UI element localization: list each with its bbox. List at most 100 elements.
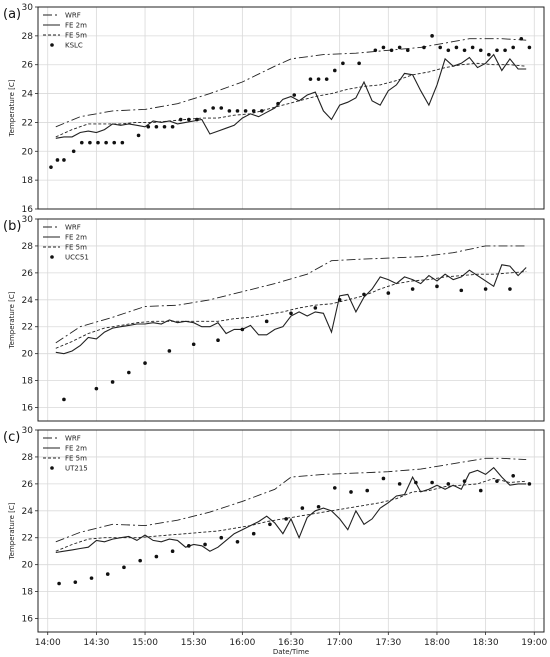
data-point [292,93,297,97]
data-point [138,558,142,563]
y-axis-label: Temperature [C] [8,502,16,560]
y-tick-label: 16 [22,205,34,215]
y-tick-label: 30 [22,3,34,13]
x-axis-label: Date/Time [273,648,309,656]
x-tick-label: 16:30 [278,638,304,648]
data-point [422,45,426,50]
legend-label: UCC51 [65,254,89,262]
y-tick-label: 26 [22,269,34,279]
data-point [57,581,61,586]
x-tick-label: 14:30 [83,638,109,648]
data-point [349,490,353,494]
data-point [120,140,125,145]
data-point [316,504,321,509]
data-point [365,488,370,493]
data-point [381,45,386,50]
data-point [313,306,318,310]
data-point [519,36,524,41]
series-line-WRF [55,38,527,128]
panel-b: 16 18 20 22 24 26 28 30 Temperature [C] (b) WRF FE … [3,215,545,422]
y-tick-label: 18 [22,176,34,186]
series-UT215 [57,473,532,586]
y-axis-label: Temperature [C] [8,79,16,137]
legend-marker [50,255,54,259]
data-point [289,311,293,316]
data-point [508,287,512,291]
data-point [122,565,126,570]
data-point [337,298,342,302]
data-point [300,506,305,510]
x-tick-label: 14:00 [35,638,61,648]
data-point [341,61,345,66]
data-point [211,106,215,110]
data-point [203,542,207,547]
x-tick-label: 15:00 [132,638,158,648]
legend-label: KSLC [65,42,83,50]
data-point [324,77,329,81]
data-point [240,327,245,332]
data-point [251,109,256,113]
series-line-FE-2m [55,53,527,139]
data-point [478,48,483,53]
data-point [495,48,499,53]
data-point [483,287,488,291]
data-point [191,342,196,347]
data-point [284,517,288,521]
data-point [264,319,269,324]
data-point [112,140,117,145]
data-point [446,482,451,486]
data-point [459,288,464,293]
series-line-WRF [55,245,527,344]
data-point [435,284,439,289]
data-point [146,124,151,129]
data-point [187,117,191,122]
data-point [260,109,264,113]
plot-frame [37,218,545,422]
data-point [316,77,321,81]
data-point [195,117,199,122]
legend-label: FE 2m [65,22,87,30]
legend-label: FE 5m [65,32,87,40]
data-point [178,117,183,122]
data-point [527,482,532,486]
legend: WRF FE 2m FE 5m KSLC [43,12,87,50]
series-line-WRF [55,457,527,543]
data-point [454,45,459,50]
data-point [386,291,391,295]
data-point [89,576,94,580]
y-tick-label: 28 [22,32,34,42]
data-point [62,397,66,402]
y-tick-label: 22 [22,323,33,333]
data-point [79,140,84,145]
y-tick-label: 18 [22,588,34,598]
x-tick-label: 18:00 [424,638,450,648]
legend: WRF FE 2m FE 5m UT215 [43,435,88,473]
data-point [462,479,467,483]
data-point [251,531,256,536]
panel-c: 16 18 20 22 24 26 28 30 Temperature [C] (c) WRF FE … [3,426,548,656]
data-point [105,572,110,576]
legend-label: WRF [65,12,81,20]
data-point [308,77,313,81]
data-point [154,554,159,559]
data-point [49,165,53,169]
legend-marker [50,43,54,47]
y-tick-label: 20 [22,561,34,571]
data-point [216,338,220,343]
data-point [357,61,361,66]
series-line-FE-2m [55,466,527,554]
series-KSLC [49,34,532,169]
data-point [462,48,467,53]
data-point [104,140,108,145]
panel-label: (b) [3,219,21,234]
x-tick-label: 17:30 [375,638,401,648]
data-point [55,158,60,162]
data-point [527,45,532,50]
y-tick-label: 22 [22,118,33,128]
x-tick-label: 16:00 [229,638,255,648]
data-point [235,109,240,113]
y-axis-label: Temperature [C] [8,291,16,349]
series-line-FE-5m [55,271,527,349]
legend-label: FE 5m [65,244,87,252]
